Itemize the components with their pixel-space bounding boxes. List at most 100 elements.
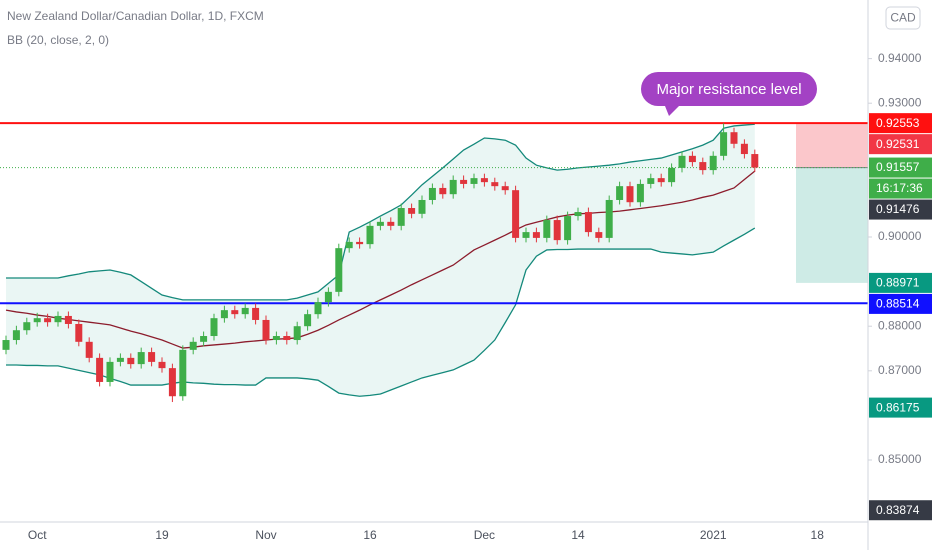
chart-title: New Zealand Dollar/Canadian Dollar, 1D, … (7, 9, 264, 23)
candle-body (220, 310, 228, 319)
candle-body (2, 340, 10, 350)
currency-button-label[interactable]: CAD (890, 11, 916, 25)
price-label-box (869, 293, 932, 314)
candle-body (584, 212, 592, 233)
indicator-legend: BB (20, close, 2, 0) (7, 33, 109, 47)
x-tick-label: Dec (474, 528, 495, 542)
candle-body (54, 315, 62, 323)
candle-body (387, 221, 395, 226)
plot-area (0, 122, 868, 403)
candle-body (148, 352, 156, 362)
price-label: 0.88514 (876, 297, 920, 311)
candle-body (730, 132, 738, 144)
candle-body (532, 232, 540, 238)
candle-body (304, 314, 312, 327)
candle-body (418, 199, 426, 214)
candle-body (595, 232, 603, 238)
price-label: 0.91557 (876, 160, 920, 174)
candle-body (210, 318, 218, 337)
candle-body (647, 178, 655, 184)
candle-body (605, 199, 613, 238)
price-label-box (869, 113, 932, 134)
price-label: 0.88971 (876, 276, 920, 290)
candle-body (460, 179, 468, 184)
candle-body (116, 357, 124, 362)
candle-body (376, 221, 384, 226)
candle-body (33, 318, 41, 323)
band-fill (6, 124, 755, 397)
candle-body (345, 241, 353, 249)
countdown-box (869, 178, 932, 199)
candle-body (751, 154, 759, 168)
price-label: 0.83874 (876, 503, 920, 517)
y-tick-label: 0.94000 (878, 51, 922, 65)
candle-body (740, 143, 748, 155)
candle-body (356, 241, 364, 245)
stop-zone (796, 124, 868, 168)
y-tick-label: 0.93000 (878, 95, 922, 109)
candle-body (397, 208, 405, 226)
price-label: 0.86175 (876, 400, 920, 414)
bb-upper (6, 123, 755, 301)
candle-body (283, 336, 291, 341)
candle-body (553, 220, 561, 241)
currency-button[interactable]: CAD (885, 6, 921, 30)
x-tick-label: 14 (571, 528, 585, 542)
y-tick-label: 0.85000 (878, 452, 922, 466)
candle-body (574, 212, 582, 217)
candle-body (85, 341, 93, 358)
bb-lower (6, 227, 756, 397)
price-label-box (869, 397, 932, 418)
candle-body (231, 310, 239, 315)
candle-body (262, 319, 270, 341)
x-tick-label: 18 (811, 528, 825, 542)
candle-body (96, 357, 104, 382)
candle-body (449, 179, 457, 195)
candle-body (668, 167, 676, 183)
annotation-bubble (641, 72, 817, 116)
candle-body (428, 187, 436, 200)
candle-body (709, 155, 717, 171)
candle-body (564, 216, 572, 241)
price-label-box (869, 199, 932, 220)
x-tick-label: 16 (363, 528, 377, 542)
candle-body (688, 155, 696, 163)
candle-body (335, 248, 343, 292)
candle-body (678, 155, 686, 168)
candle-body (512, 190, 520, 238)
price-label-box (869, 500, 932, 521)
x-tick-label: Oct (28, 528, 47, 542)
currency-button-frame[interactable] (885, 6, 921, 30)
candle-body (522, 232, 530, 238)
target-zone (796, 167, 868, 283)
y-tick-label: 0.88000 (878, 318, 922, 332)
candle-body (272, 336, 280, 341)
candle-body (293, 326, 301, 341)
candle-body (168, 368, 176, 397)
candle-body (439, 187, 447, 195)
candle-body (137, 352, 145, 365)
candle-body (179, 349, 187, 397)
price-label: 0.92531 (876, 137, 920, 151)
x-tick-label: Nov (255, 528, 276, 542)
candle-body (314, 302, 322, 315)
candle-body (720, 132, 728, 156)
candle-body (626, 186, 634, 203)
y-tick-label: 0.90000 (878, 229, 922, 243)
candle-body (127, 357, 135, 365)
x-tick-label: 19 (155, 528, 169, 542)
candle-body (491, 182, 499, 187)
candle-body (44, 318, 52, 323)
candle-body (480, 178, 488, 183)
price-label-box (869, 134, 932, 155)
candle-body (616, 186, 624, 200)
candle-body (75, 323, 83, 342)
candle-body (252, 307, 260, 320)
countdown: 16:17:36 (876, 181, 923, 195)
candle-body (241, 307, 249, 315)
y-tick-label: 0.87000 (878, 363, 922, 377)
candle-body (501, 186, 509, 191)
candle-body (366, 225, 374, 245)
